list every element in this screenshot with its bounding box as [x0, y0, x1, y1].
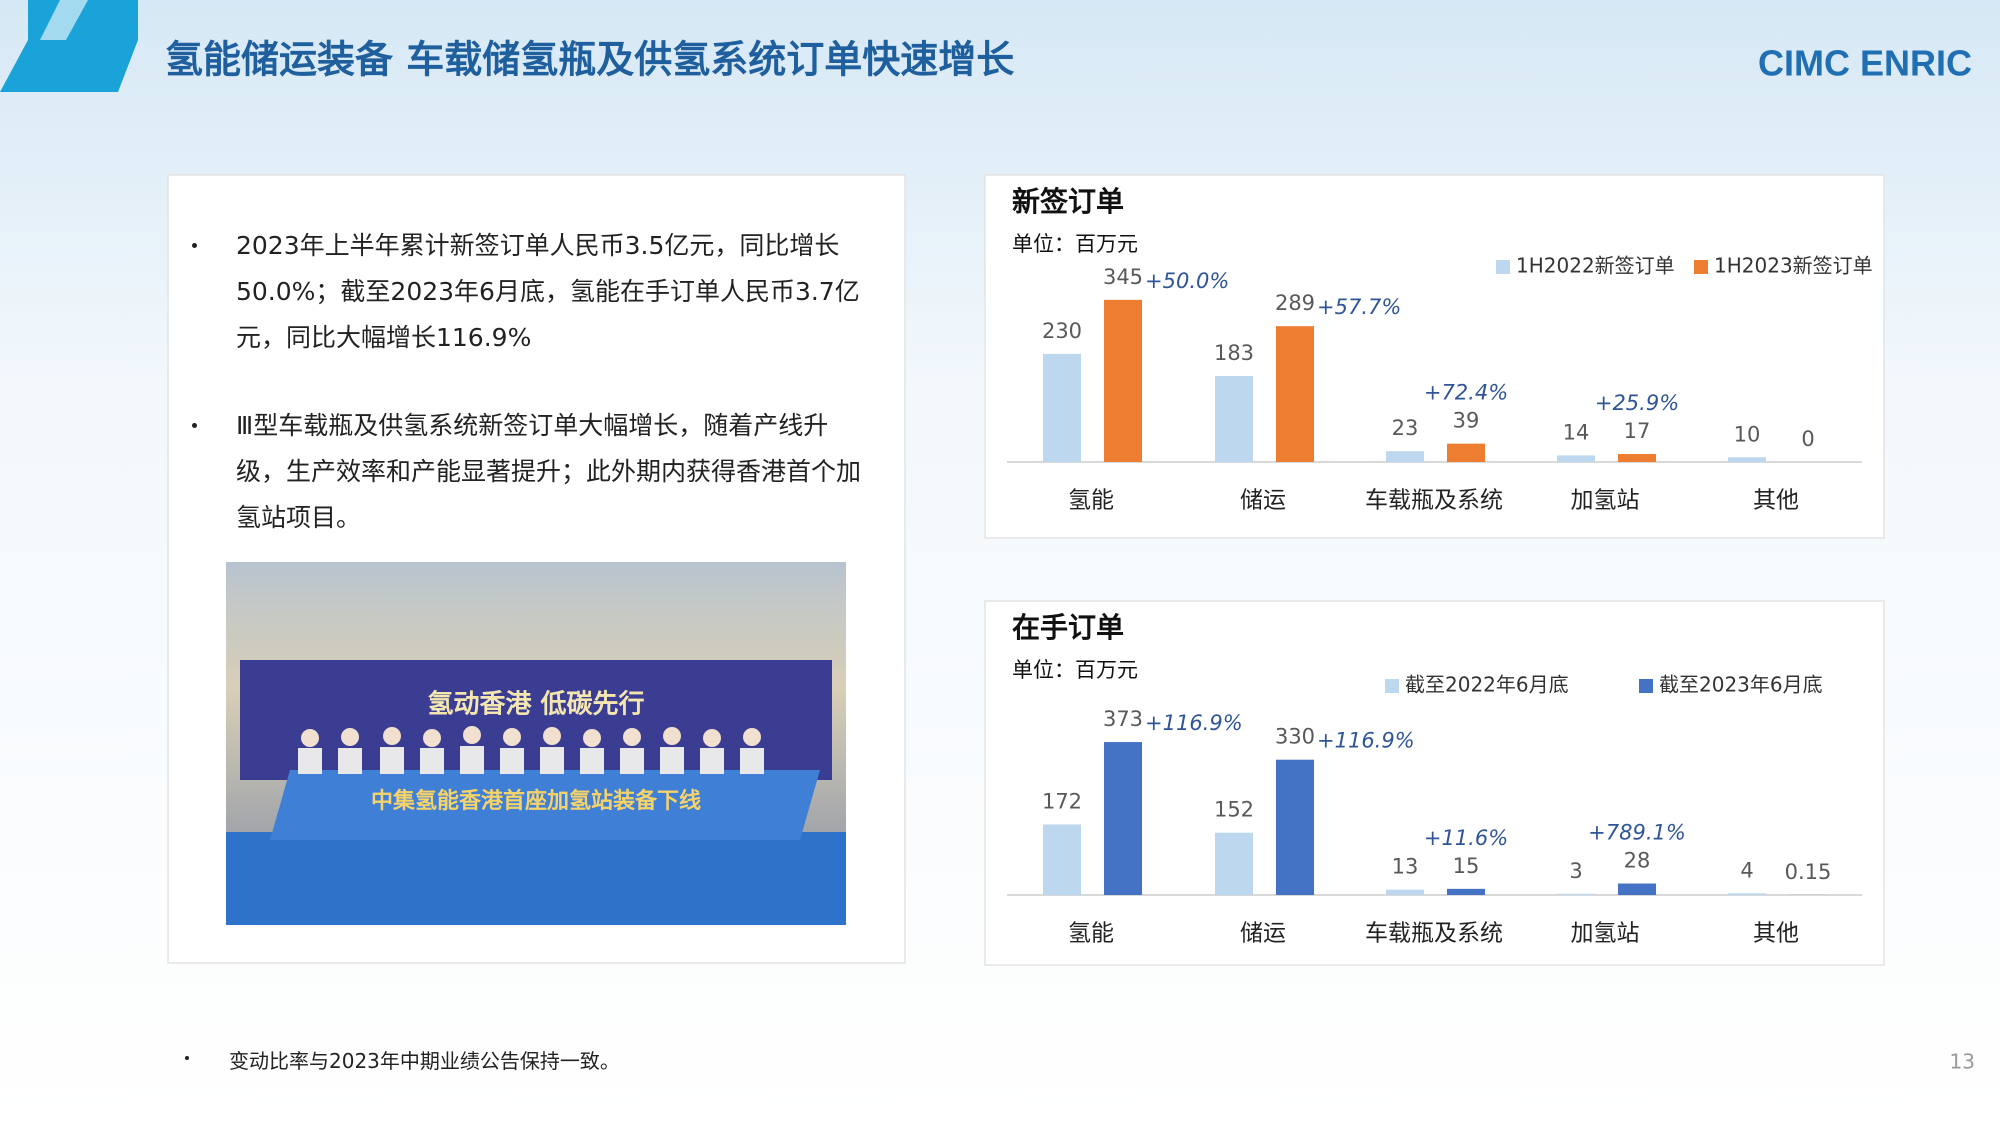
category-label: 加氢站: [1571, 488, 1640, 514]
category-label: 储运: [1240, 921, 1286, 947]
bar: [1104, 299, 1142, 462]
category-label: 储运: [1240, 488, 1286, 514]
unit-label: 单位：百万元: [1012, 232, 1138, 256]
bar: [1276, 326, 1314, 462]
value-label: 183: [1214, 341, 1254, 365]
footnote: 变动比率与2023年中期业绩公告保持一致。: [185, 1045, 620, 1074]
slide-title: 氢能储运装备 车载储氢瓶及供氢系统订单快速增长: [165, 38, 1014, 82]
change-label: +116.9%: [1317, 729, 1415, 753]
page-number: 13: [1950, 1050, 1975, 1074]
change-label: +11.6%: [1424, 826, 1508, 850]
value-label: 13: [1392, 855, 1419, 879]
category-label: 氢能: [1068, 921, 1114, 947]
value-label: 4: [1740, 858, 1753, 882]
category-label: 其他: [1753, 488, 1799, 514]
value-label: 330: [1275, 725, 1315, 749]
bar: [1618, 883, 1656, 895]
chart-title: 新签订单: [1012, 185, 1124, 218]
bullet: Ⅲ型车载瓶及供氢系统新签订单大幅增长，随着产线升级，生产效率和产能显著提升；此外…: [192, 403, 876, 541]
value-label: 17: [1624, 419, 1651, 443]
value-label: 152: [1214, 798, 1254, 822]
bar: [1728, 457, 1766, 462]
photo-text: 中集氢能香港首座加氢站装备下线: [371, 788, 701, 814]
bar: [1215, 832, 1253, 895]
value-label: 10: [1734, 422, 1761, 446]
category-label: 加氢站: [1571, 921, 1640, 947]
photo-bodies: [298, 746, 764, 774]
bar: [1447, 888, 1485, 895]
value-label: 172: [1042, 789, 1082, 813]
value-label: 289: [1275, 291, 1315, 315]
category-label: 车载瓶及系统: [1365, 921, 1503, 947]
bar: [1276, 759, 1314, 895]
value-label: 14: [1563, 420, 1590, 444]
legend-marker: [1639, 679, 1653, 693]
legend-label: 截至2023年6月底: [1659, 673, 1823, 697]
change-label: +72.4%: [1424, 381, 1508, 405]
value-label: 230: [1042, 319, 1082, 343]
value-label: 373: [1103, 707, 1143, 731]
photo-floor: [226, 832, 846, 925]
bar: [1043, 824, 1081, 895]
legend-marker: [1694, 260, 1708, 274]
bar: [1215, 375, 1253, 462]
value-label: 3: [1569, 859, 1582, 883]
legend-label: 1H2023新签订单: [1714, 254, 1873, 278]
unit-label: 单位：百万元: [1012, 658, 1138, 682]
bar: [1557, 893, 1595, 895]
legend-label: 1H2022新签订单: [1516, 254, 1675, 278]
photo-text: 氢动香港 低碳先行: [427, 689, 644, 720]
value-label: 345: [1103, 265, 1143, 289]
change-label: +50.0%: [1145, 269, 1229, 293]
change-label: +57.7%: [1317, 295, 1401, 319]
corner-shape: [0, 0, 138, 92]
bar: [1386, 451, 1424, 462]
chart-title: 在手订单: [1012, 611, 1124, 644]
change-label: +789.1%: [1588, 821, 1686, 845]
value-label: 0.15: [1785, 860, 1832, 884]
category-label: 车载瓶及系统: [1365, 488, 1503, 514]
bar: [1728, 893, 1766, 895]
corner-cut: [40, 0, 88, 40]
value-label: 28: [1624, 849, 1651, 873]
value-label: 23: [1392, 416, 1419, 440]
change-label: +116.9%: [1145, 711, 1243, 735]
legend-marker: [1496, 260, 1510, 274]
photo-banner: [270, 770, 820, 840]
bar: [1386, 889, 1424, 895]
bar: [1104, 742, 1142, 895]
legend-label: 截至2022年6月底: [1405, 673, 1569, 697]
category-label: 氢能: [1068, 488, 1114, 514]
bar: [1618, 454, 1656, 462]
bar: [1043, 353, 1081, 462]
category-label: 其他: [1753, 921, 1799, 947]
photo: 氢动香港 低碳先行 中集氢能香港首座加氢站装备下线: [226, 562, 846, 925]
bar: [1557, 455, 1595, 462]
bullet: 2023年上半年累计新签订单人民币3.5亿元，同比增长50.0%；截至2023年…: [192, 223, 876, 361]
photo-people: [301, 726, 761, 747]
change-label: +25.9%: [1595, 391, 1679, 415]
logo: CIMC ENRIC: [1758, 43, 1972, 84]
bar: [1447, 443, 1485, 462]
legend-marker: [1385, 679, 1399, 693]
value-label: 39: [1453, 409, 1480, 433]
value-label: 0: [1801, 427, 1814, 451]
value-label: 15: [1453, 854, 1480, 878]
